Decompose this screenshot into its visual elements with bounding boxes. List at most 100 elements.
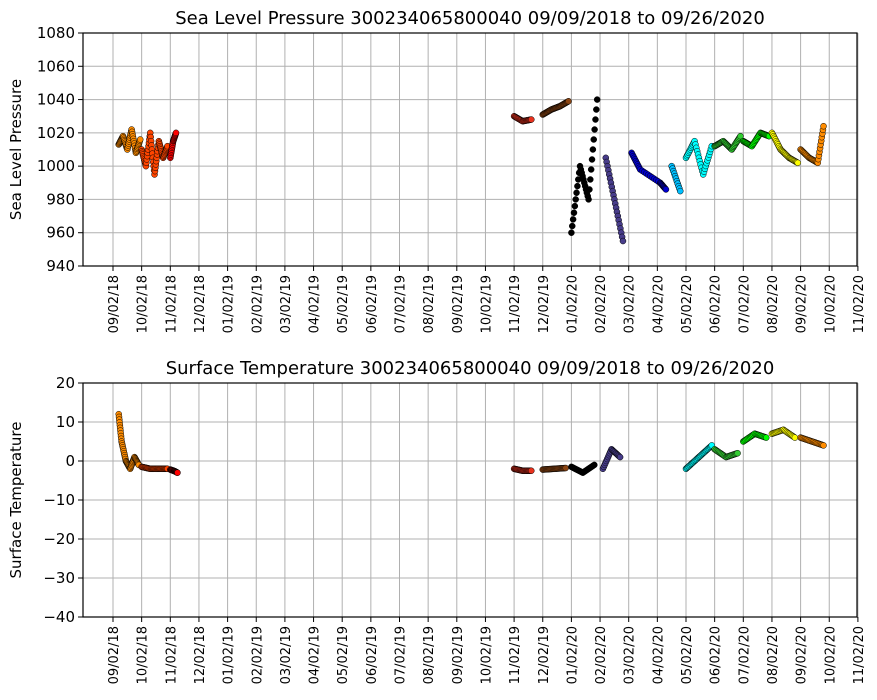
data-point	[662, 186, 670, 193]
series-jan-2020	[568, 96, 601, 236]
x-tick-label: 08/02/20	[766, 275, 781, 333]
data-points	[115, 96, 827, 245]
x-tick-label: 10/02/19	[479, 275, 494, 333]
x-tick-label: 03/02/20	[623, 626, 638, 684]
data-point	[571, 202, 579, 210]
x-tick-label: 10/02/19	[479, 626, 494, 684]
y-tick-label: 1040	[37, 91, 75, 109]
x-tick-label: 06/02/20	[709, 626, 724, 684]
data-point	[593, 106, 600, 113]
data-point	[568, 229, 575, 236]
x-tick-label: 07/02/19	[394, 626, 409, 684]
data-point	[528, 116, 535, 123]
series-aug-2020	[768, 426, 799, 441]
series-may-2020	[682, 137, 716, 178]
data-point	[794, 159, 801, 167]
series-nov-2019	[510, 465, 535, 474]
x-tick-label: 12/02/18	[193, 275, 208, 333]
x-tick-label: 04/02/20	[651, 275, 666, 333]
x-tick-label: 09/02/18	[107, 275, 122, 333]
data-point	[562, 464, 569, 472]
x-tick-label: 07/02/20	[737, 626, 752, 684]
data-point	[585, 196, 592, 203]
data-point	[587, 166, 595, 173]
x-tick-label: 09/02/20	[795, 626, 810, 684]
x-tick-label: 03/02/19	[279, 626, 294, 684]
y-tick-label: 1000	[37, 157, 75, 175]
series-jun-2020	[711, 446, 741, 461]
x-tick-label: 02/02/20	[594, 626, 609, 684]
series-nov-2019	[510, 112, 535, 125]
data-point	[589, 146, 597, 153]
series-sep-2020	[797, 122, 827, 167]
data-point	[820, 122, 827, 130]
series-oct-2018	[138, 463, 171, 473]
data-point	[619, 237, 627, 245]
y-tick-label: 0	[65, 452, 75, 470]
y-tick-label: −20	[43, 530, 75, 548]
y-tick-label: 1060	[37, 57, 75, 75]
x-tick-label: 06/02/19	[365, 626, 380, 684]
x-tick-label: 07/02/20	[737, 275, 752, 333]
x-tick-label: 03/02/19	[279, 275, 294, 333]
series-jul-2020	[740, 129, 773, 150]
x-tick-label: 11/02/19	[508, 275, 523, 333]
x-tick-label: 01/02/20	[565, 275, 580, 333]
series-oct-2018	[138, 129, 171, 178]
data-point	[528, 467, 535, 474]
x-tick-label: 09/02/19	[451, 626, 466, 684]
x-tick-label: 05/02/20	[680, 275, 695, 333]
data-point	[573, 189, 580, 197]
x-tick-label: 11/02/20	[852, 626, 867, 684]
x-tick-label: 09/02/19	[451, 275, 466, 333]
series-aug-2020	[768, 129, 801, 167]
series-apr-2020	[668, 162, 684, 195]
series-sep-2020	[797, 434, 827, 449]
data-point	[820, 442, 827, 449]
data-point	[593, 96, 601, 103]
y-tick-label: 980	[46, 190, 75, 208]
x-tick-label: 04/02/19	[308, 626, 323, 684]
y-tick-label: 20	[56, 374, 75, 392]
series-jul-2020	[740, 430, 770, 445]
data-point	[136, 136, 144, 143]
data-point	[590, 136, 597, 143]
series-sep-2018	[115, 410, 143, 473]
data-point	[591, 126, 598, 133]
series-feb-2020	[602, 154, 627, 245]
series-mar-2020	[628, 149, 670, 193]
series-jan-2020	[568, 461, 598, 476]
data-point	[588, 156, 596, 163]
x-tick-label: 11/02/19	[508, 626, 523, 684]
x-tick-label: 12/02/19	[537, 275, 552, 333]
x-tick-label: 06/02/20	[709, 275, 724, 333]
x-tick-label: 10/02/18	[136, 275, 151, 333]
data-points	[115, 410, 827, 476]
x-tick-label: 02/02/20	[594, 275, 609, 333]
y-tick-label: 960	[46, 224, 75, 242]
series-nov-2018	[167, 129, 180, 162]
data-point	[762, 434, 770, 441]
x-tick-label: 12/02/19	[537, 626, 552, 684]
plot-frame	[82, 32, 858, 267]
x-tick-label: 02/02/19	[250, 626, 265, 684]
data-point	[174, 469, 181, 476]
series-feb-2020	[599, 446, 624, 473]
x-tick-label: 05/02/19	[336, 626, 351, 684]
y-axis-label: Sea Level Pressure	[7, 79, 25, 220]
series-may-2020	[682, 442, 716, 473]
x-tick-label: 08/02/20	[766, 626, 781, 684]
x-tick-label: 04/02/19	[308, 275, 323, 333]
data-point	[172, 129, 180, 137]
data-point	[587, 176, 594, 183]
x-tick-label: 08/02/19	[422, 275, 437, 333]
chart-panel-1: Sea Level Pressure 300234065800040 09/09…	[7, 8, 867, 333]
series-dec-2019	[539, 464, 569, 473]
y-tick-label: −30	[43, 569, 75, 587]
y-tick-label: 940	[46, 257, 75, 275]
data-point	[791, 434, 799, 441]
x-tick-label: 05/02/20	[680, 626, 695, 684]
x-tick-label: 08/02/19	[422, 626, 437, 684]
series-sep-2018	[115, 126, 144, 157]
